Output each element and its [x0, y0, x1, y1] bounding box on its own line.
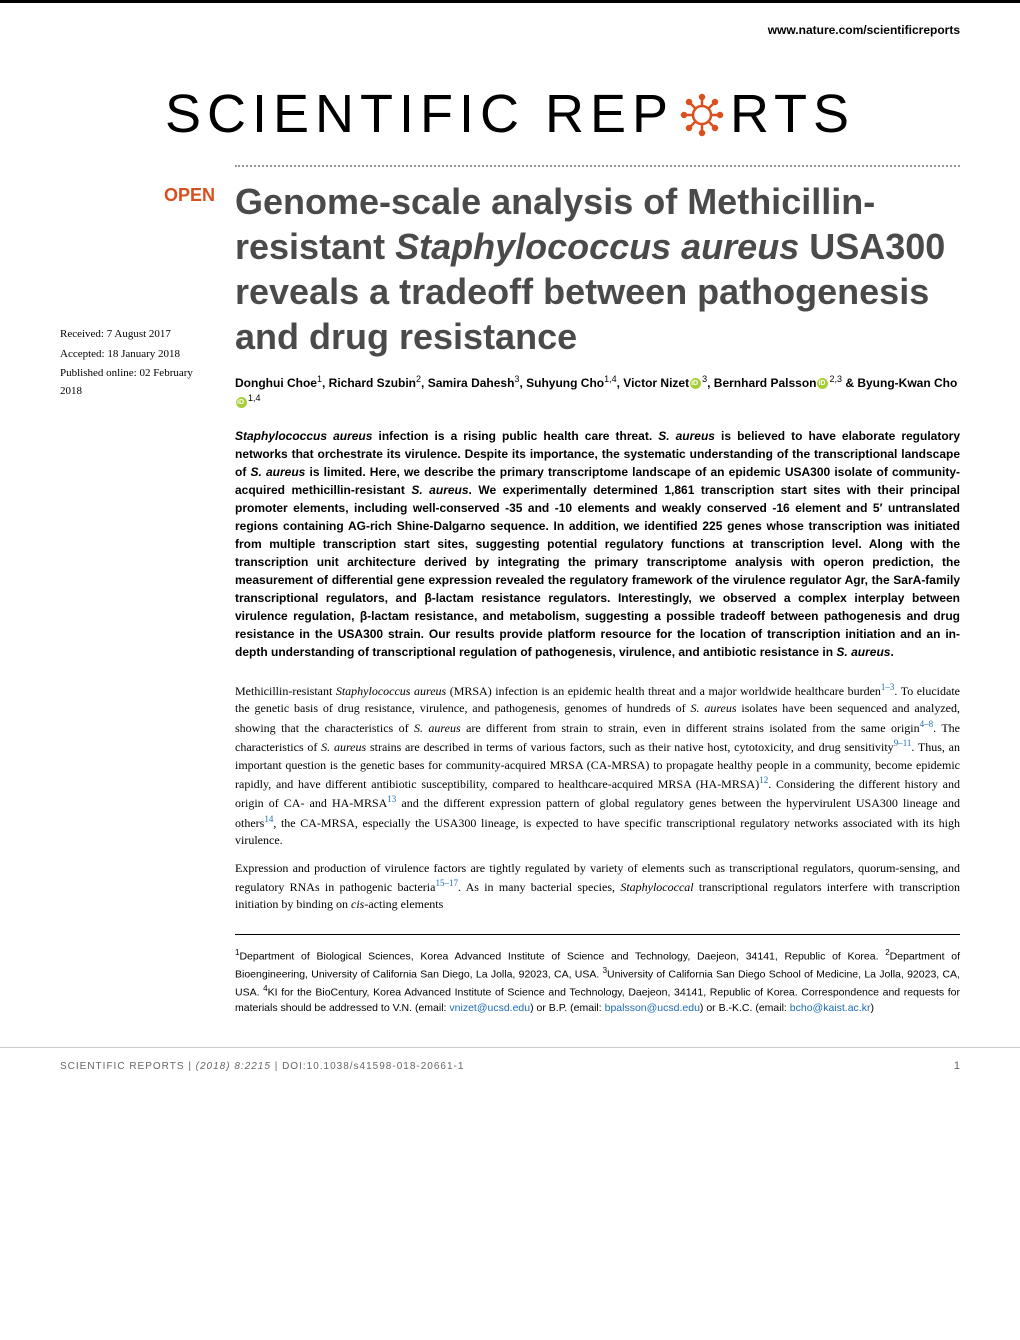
- publication-dates: Received: 7 August 2017 Accepted: 18 Jan…: [60, 326, 215, 400]
- author-6: Bernhard Palsson: [714, 376, 817, 390]
- orcid-icon[interactable]: [236, 397, 247, 408]
- footer-citation: SCIENTIFIC REPORTS | (2018) 8:2215 | DOI…: [60, 1061, 464, 1072]
- article-title: Genome-scale analysis of Methicillin-res…: [235, 179, 960, 359]
- logo-part3: RTS: [730, 83, 855, 145]
- ref-link[interactable]: 13: [387, 794, 396, 804]
- author-2: Richard Szubin: [329, 376, 416, 390]
- page-footer: SCIENTIFIC REPORTS | (2018) 8:2215 | DOI…: [0, 1047, 1020, 1090]
- author-7: Byung-Kwan Cho: [857, 376, 957, 390]
- ref-link[interactable]: 12: [759, 775, 768, 785]
- affiliations: 1Department of Biological Sciences, Kore…: [235, 934, 960, 1018]
- accepted-date: Accepted: 18 January 2018: [60, 346, 215, 364]
- main-content: Genome-scale analysis of Methicillin-res…: [235, 165, 960, 1017]
- published-date: Published online: 02 February 2018: [60, 365, 215, 400]
- journal-url[interactable]: www.nature.com/scientificreports: [768, 23, 960, 37]
- author-1: Donghui Choe: [235, 376, 317, 390]
- abstract: Staphylococcus aureus infection is a ris…: [235, 427, 960, 661]
- body-paragraph-2: Expression and production of virulence f…: [235, 860, 960, 914]
- ref-link[interactable]: 4–8: [920, 719, 934, 729]
- received-date: Received: 7 August 2017: [60, 326, 215, 344]
- email-link[interactable]: bcho@kaist.ac.kr: [790, 1002, 871, 1014]
- ref-link[interactable]: 9–11: [894, 738, 912, 748]
- email-link[interactable]: bpalsson@ucsd.edu: [605, 1002, 700, 1014]
- ref-link[interactable]: 14: [264, 814, 273, 824]
- header-banner: www.nature.com/scientificreports: [0, 0, 1020, 53]
- sidebar: OPEN Received: 7 August 2017 Accepted: 1…: [60, 165, 215, 1017]
- gear-icon: [678, 90, 726, 138]
- body-paragraph-1: Methicillin-resistant Staphylococcus aur…: [235, 681, 960, 850]
- ref-link[interactable]: 15–17: [435, 878, 458, 888]
- orcid-icon[interactable]: [817, 378, 828, 389]
- page-number: 1: [954, 1060, 960, 1072]
- email-link[interactable]: vnizet@ucsd.edu: [449, 1002, 530, 1014]
- logo-part1: SCIENTIFIC: [165, 83, 525, 145]
- author-4: Suhyung Cho: [526, 376, 604, 390]
- author-5: Victor Nizet: [623, 376, 689, 390]
- content-wrapper: OPEN Received: 7 August 2017 Accepted: 1…: [0, 165, 1020, 1017]
- orcid-icon[interactable]: [690, 378, 701, 389]
- journal-logo: SCIENTIFIC REP RTS: [0, 53, 1020, 165]
- authors-list: Donghui Choe1, Richard Szubin2, Samira D…: [235, 373, 960, 411]
- ref-link[interactable]: 1–3: [881, 682, 895, 692]
- logo-part2: REP: [545, 83, 674, 145]
- open-access-badge: OPEN: [60, 185, 215, 206]
- author-3: Samira Dahesh: [428, 376, 515, 390]
